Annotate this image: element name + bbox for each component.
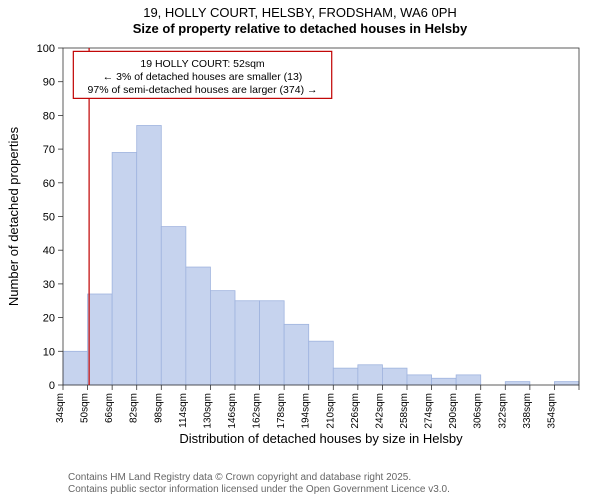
histogram-bar — [309, 341, 334, 385]
bars-group — [63, 126, 579, 385]
histogram-bar — [137, 126, 162, 385]
y-tick-label: 50 — [43, 212, 55, 224]
x-tick-label: 306sqm — [473, 393, 484, 429]
histogram-bar — [63, 351, 88, 385]
x-tick-label: 178sqm — [276, 393, 287, 429]
x-tick-label: 290sqm — [448, 393, 459, 429]
x-tick-label: 194sqm — [301, 393, 312, 429]
histogram-bar — [88, 294, 113, 385]
annotation-line: ← 3% of detached houses are smaller (13) — [103, 71, 303, 83]
x-tick-label: 354sqm — [546, 393, 557, 429]
chart-container: 19, HOLLY COURT, HELSBY, FRODSHAM, WA6 0… — [0, 0, 600, 500]
y-axis-label: Number of detached properties — [6, 126, 21, 306]
x-tick-label: 130sqm — [202, 393, 213, 429]
histogram-bar — [260, 301, 285, 385]
x-tick-label: 274sqm — [424, 393, 435, 429]
histogram-bar — [554, 382, 579, 385]
histogram-bar — [333, 368, 358, 385]
y-tick-label: 100 — [37, 43, 55, 55]
x-tick-label: 226sqm — [350, 393, 361, 429]
histogram-bar — [186, 267, 211, 385]
x-tick-label: 146sqm — [227, 393, 238, 429]
histogram-bar — [112, 152, 137, 385]
x-tick-label: 258sqm — [399, 393, 410, 429]
y-tick-label: 60 — [43, 178, 55, 190]
y-tick-label: 70 — [43, 144, 55, 156]
histogram-bar — [456, 375, 481, 385]
footer-line-1: Contains HM Land Registry data © Crown c… — [68, 472, 450, 484]
histogram-bar — [382, 368, 407, 385]
title-line-1: 19, HOLLY COURT, HELSBY, FRODSHAM, WA6 0… — [0, 5, 600, 20]
y-tick-label: 10 — [43, 346, 55, 358]
histogram-chart: 0 10 20 30 40 50 60 70 80 90 100 34sqm 50sqm 66sqm 82s… — [0, 40, 600, 460]
histogram-bar — [432, 378, 457, 385]
histogram-bar — [210, 291, 235, 385]
x-tick-label: 210sqm — [325, 393, 336, 429]
histogram-bar — [235, 301, 260, 385]
y-tick-label: 0 — [49, 380, 55, 392]
x-tick-label: 162sqm — [252, 393, 263, 429]
x-tick-label: 114sqm — [178, 393, 189, 428]
x-tick-label: 242sqm — [374, 393, 385, 429]
x-tick-label: 50sqm — [80, 393, 91, 423]
histogram-bar — [161, 227, 186, 385]
x-tick-label: 66sqm — [104, 393, 115, 423]
y-tick-label: 80 — [43, 110, 55, 122]
footer-attribution: Contains HM Land Registry data © Crown c… — [68, 472, 450, 496]
annotation-line: 97% of semi-detached houses are larger (… — [88, 84, 318, 96]
y-tick-label: 40 — [43, 245, 55, 257]
y-tick-label: 30 — [43, 279, 55, 291]
x-axis-label: Distribution of detached houses by size … — [179, 431, 463, 446]
x-tick-label: 322sqm — [497, 393, 508, 429]
y-tick-label: 20 — [43, 313, 55, 325]
x-tick-label: 82sqm — [129, 393, 140, 423]
chart-titles: 19, HOLLY COURT, HELSBY, FRODSHAM, WA6 0… — [0, 0, 600, 36]
x-tick-label: 338sqm — [522, 393, 533, 429]
annotation-line: 19 HOLLY COURT: 52sqm — [140, 58, 265, 70]
histogram-bar — [407, 375, 432, 385]
title-line-2: Size of property relative to detached ho… — [0, 21, 600, 36]
histogram-bar — [505, 382, 530, 385]
histogram-bar — [358, 365, 383, 385]
footer-line-2: Contains public sector information licen… — [68, 484, 450, 496]
histogram-bar — [284, 324, 309, 385]
x-tick-label: 98sqm — [153, 393, 164, 423]
x-tick-label: 34sqm — [55, 393, 66, 423]
y-tick-label: 90 — [43, 77, 55, 89]
